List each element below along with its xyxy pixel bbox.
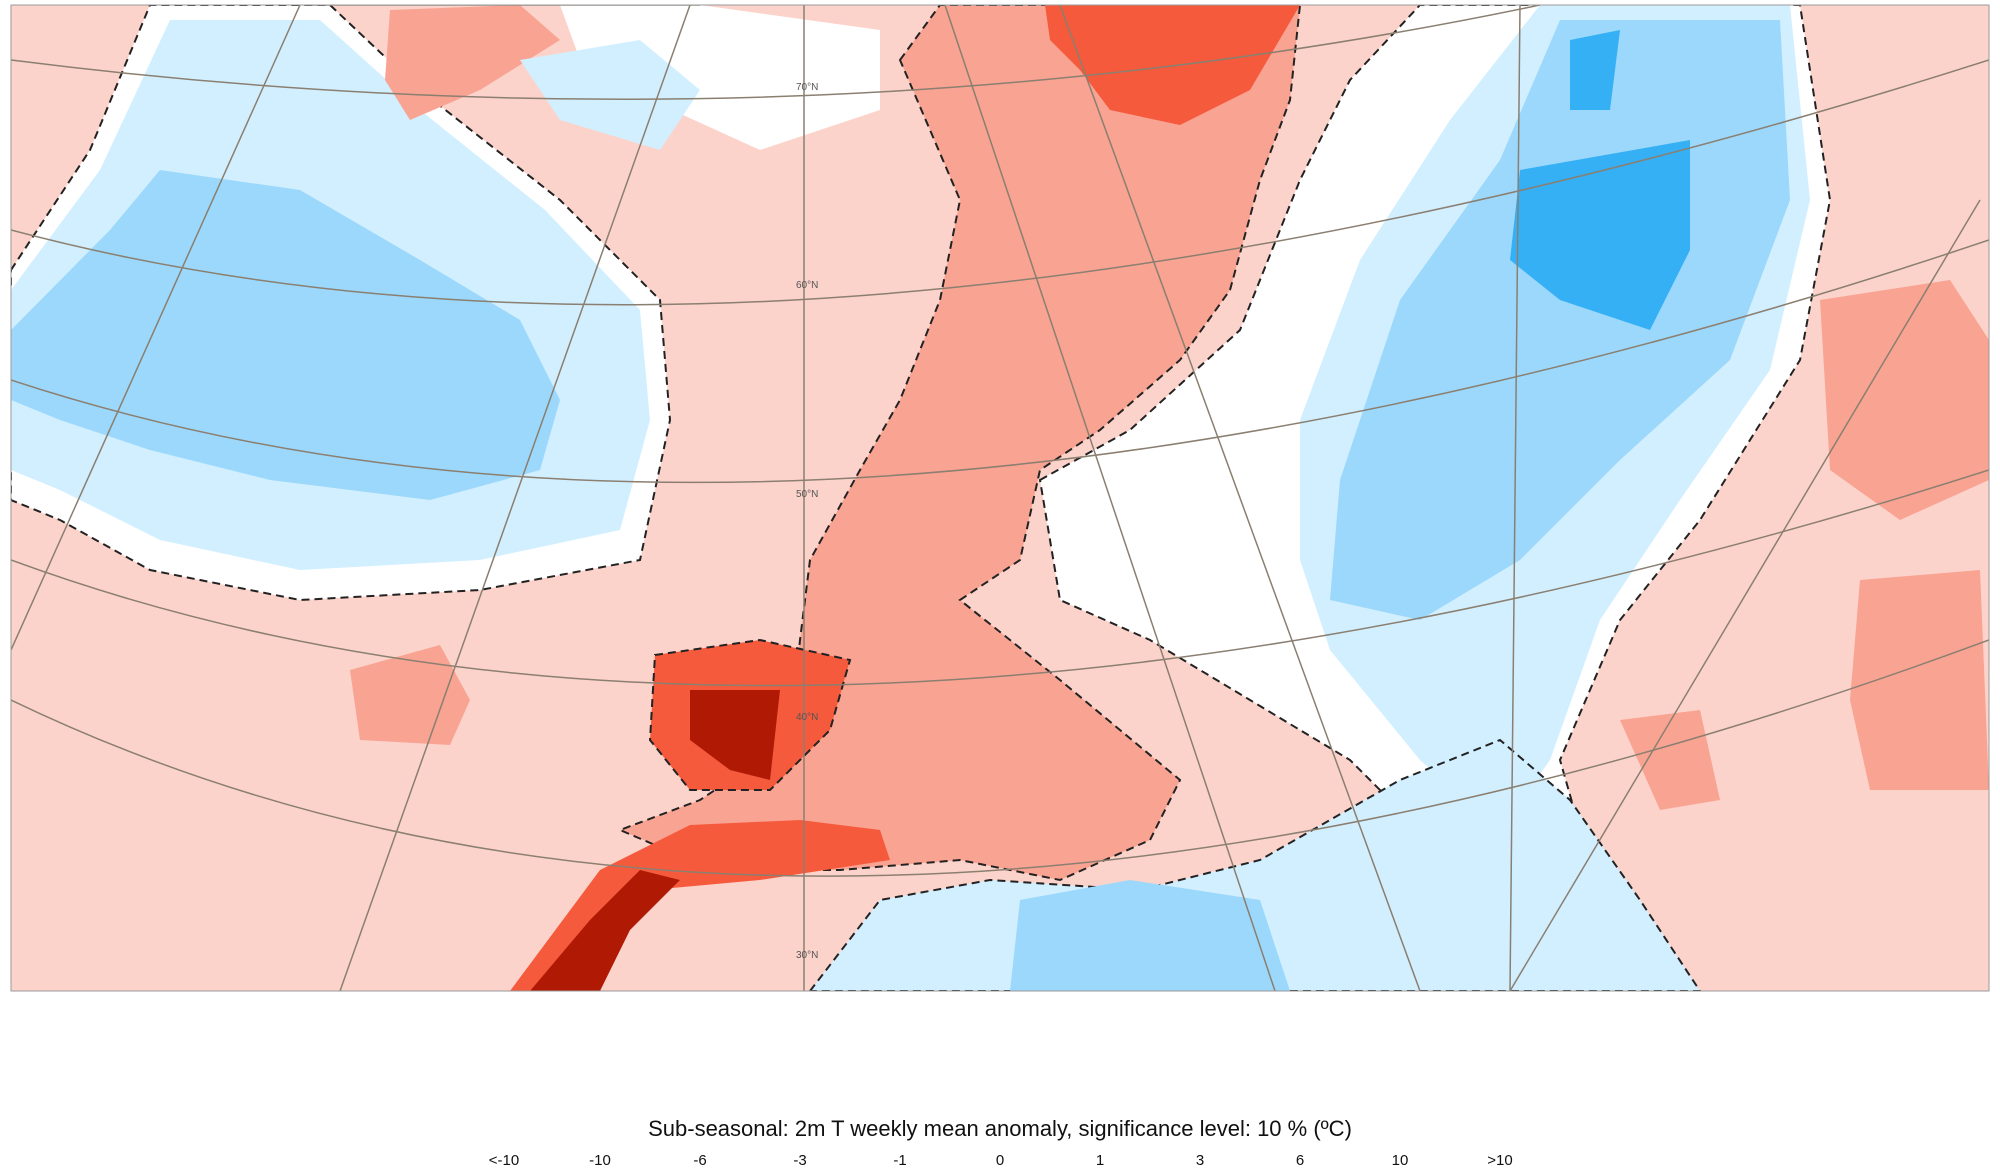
lat-label-50: 50°N [796, 489, 818, 500]
region-atlantic-salmon-patch [350, 645, 470, 745]
region-africa-blue [1010, 880, 1290, 991]
legend-label: 10 [1391, 1152, 1409, 1169]
legend-label: -3 [793, 1152, 807, 1169]
lat-label-70: 70°N [796, 82, 818, 93]
legend-label: 3 [1195, 1152, 1205, 1169]
anomaly-map: 70°N 60°N 50°N 40°N 30°N [10, 4, 1990, 992]
map-title: Sub-seasonal: 2m T weekly mean anomaly, … [648, 1116, 1352, 1141]
legend-label: -6 [693, 1152, 707, 1169]
legend-label: <-10 [488, 1152, 520, 1169]
legend-label: 6 [1295, 1152, 1305, 1169]
region-atlantic-blue [11, 170, 560, 500]
region-europe-salmon [617, 5, 1302, 882]
region-greenland-salmon [385, 5, 560, 120]
legend-label: 1 [1095, 1152, 1105, 1169]
region-east-salmon [1620, 280, 1989, 810]
map-frame [10, 4, 1990, 992]
legend: <-10 -10 -6 -3 -1 0 1 3 6 10 >10 [0, 1152, 2000, 1172]
legend-label: -10 [589, 1152, 611, 1169]
legend-label: 0 [995, 1152, 1005, 1169]
lat-label-60: 60°N [796, 280, 818, 291]
graticule [11, 5, 1989, 991]
region-iberia-dark-red [690, 690, 780, 780]
lat-label-40: 40°N [796, 712, 818, 723]
lat-label-30: 30°N [796, 950, 818, 961]
region-russia-bright-blue [1510, 30, 1690, 330]
region-morocco-dark-red [530, 870, 680, 991]
region-north-lightblue [520, 40, 700, 150]
legend-label: >10 [1487, 1152, 1513, 1169]
legend-label: -1 [893, 1152, 907, 1169]
region-scandinavia-red [1045, 5, 1300, 125]
